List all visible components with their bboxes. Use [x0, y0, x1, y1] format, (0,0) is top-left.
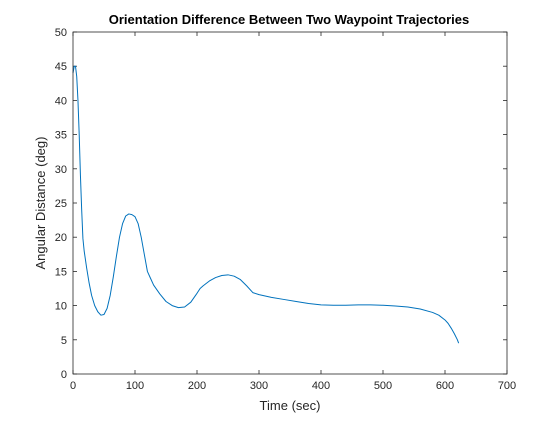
y-tick-label: 20	[55, 232, 67, 244]
y-axis-label: Angular Distance (deg)	[33, 137, 48, 270]
chart-title: Orientation Difference Between Two Waypo…	[109, 12, 469, 27]
y-tick-label: 30	[55, 164, 67, 176]
y-tick-label: 35	[55, 130, 67, 142]
y-tick-label: 45	[55, 61, 67, 73]
x-tick-label: 500	[374, 380, 392, 392]
axis-ticks: 0 100 200 300 400 500 600 700 0 5 10 15 20 25 30 35 40 45…	[55, 27, 516, 392]
x-tick-label: 200	[188, 380, 206, 392]
axes-box	[72, 31, 508, 375]
series-line-angular-distance	[72, 65, 460, 344]
x-tick-label: 700	[498, 380, 516, 392]
x-tick-label: 0	[70, 380, 76, 392]
x-tick-label: 300	[250, 380, 268, 392]
x-tick-label: 400	[312, 380, 330, 392]
y-tick-label: 0	[61, 369, 67, 381]
y-tick-label: 40	[55, 95, 67, 107]
y-tick-label: 5	[61, 335, 67, 347]
x-axis-label: Time (sec)	[260, 398, 321, 413]
y-tick-label: 25	[55, 198, 67, 210]
y-tick-label: 10	[55, 301, 67, 313]
x-tick-label: 100	[126, 380, 144, 392]
x-tick-label: 600	[436, 380, 454, 392]
y-tick-label: 15	[55, 266, 67, 278]
y-tick-label: 50	[55, 27, 67, 39]
plot-area	[73, 32, 507, 374]
